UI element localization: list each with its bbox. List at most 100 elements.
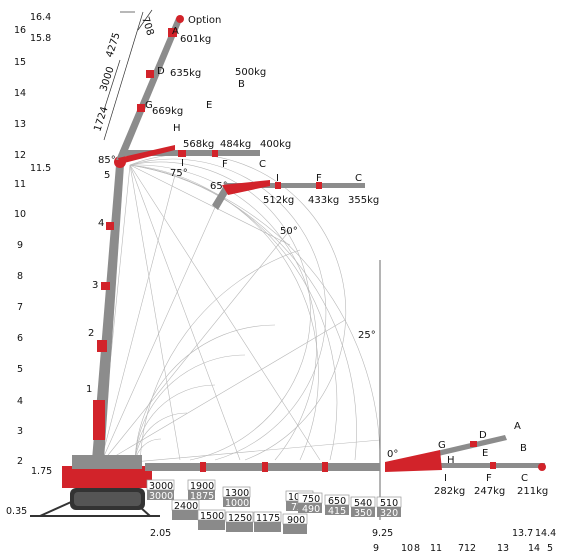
y-label: 10 — [14, 209, 26, 220]
x-label: 9.25 — [372, 528, 393, 539]
y-label: 11 — [14, 179, 26, 190]
point-label: A — [514, 421, 521, 432]
y-label: 8 — [17, 271, 23, 282]
angle-label: 75° — [170, 168, 188, 179]
option-label: Option — [188, 15, 221, 26]
x-label: 5 — [547, 543, 553, 553]
point-label: G — [145, 100, 153, 111]
point-label: G — [438, 440, 446, 451]
point-label: D — [157, 66, 165, 77]
segment-label: 4 — [98, 218, 104, 229]
load-label: 355kg — [348, 195, 379, 206]
mid-jib-labels: I F C 512kg 433kg 355kg — [263, 173, 379, 206]
x-label: 9 — [373, 543, 379, 553]
load-label: 669kg — [152, 106, 183, 117]
y-label: 16 — [14, 25, 26, 36]
point-label: C — [355, 173, 362, 184]
capacity-boxes-bottom: 2400 1500 1250 1175 900 — [171, 499, 308, 534]
capacity-value: 1250 — [228, 513, 252, 524]
load-label: 500kg — [235, 67, 266, 78]
y-axis-labels: 16.4 16 15.8 15 14 13 12 11.5 11 10 9 8 … — [6, 12, 52, 517]
y-label: 14 — [14, 88, 26, 99]
load-label: 400kg — [260, 139, 291, 150]
capacity-upper: 1900 — [190, 481, 214, 492]
y-label: 3 — [17, 426, 23, 437]
segment-label: 5 — [104, 170, 110, 181]
capacity-upper: 750 — [302, 494, 320, 505]
capacity-lower: 1000 — [225, 498, 249, 509]
capacity-upper: 1300 — [225, 488, 249, 499]
y-label: 1.75 — [31, 466, 52, 477]
point-label: B — [520, 443, 527, 454]
capacity-value: 1175 — [256, 513, 280, 524]
capacity-lower: 415 — [328, 506, 346, 517]
dimension-label: 4275 — [104, 31, 122, 59]
x-label: 13.7 — [512, 528, 533, 539]
capacity-value: 900 — [287, 515, 305, 526]
capacity-lower: 1875 — [190, 491, 214, 502]
y-label: 2 — [17, 456, 23, 467]
point-label: I — [444, 473, 447, 484]
point-label: H — [447, 455, 455, 466]
point-label: C — [521, 473, 528, 484]
main-boom — [92, 156, 126, 460]
load-label: 282kg — [434, 486, 465, 497]
point-label: H — [173, 123, 181, 134]
x-label: 14.4 — [535, 528, 556, 539]
crane-base — [30, 455, 380, 517]
point-label: E — [206, 100, 212, 111]
y-label: 5 — [17, 364, 23, 375]
capacity-lower: 350 — [354, 508, 372, 519]
mid-jib — [212, 180, 365, 210]
y-label: 13 — [14, 119, 26, 130]
point-label: F — [222, 159, 228, 170]
x-axis-labels: 2.05 9.25 9 10 8 11 7 12 1 3 13.7 14.4 1… — [150, 528, 556, 553]
point-label: D — [479, 430, 487, 441]
angle-label: 65° — [210, 181, 228, 192]
capacity-value: 1500 — [200, 511, 224, 522]
angle-labels: 85° 75° 65° 50° 25° 0° — [98, 155, 398, 460]
x-label: 10 — [401, 543, 413, 553]
y-label: 7 — [17, 302, 23, 313]
x-label: 8 — [414, 543, 420, 553]
point-label: I — [181, 158, 184, 169]
point-label: F — [316, 173, 322, 184]
point-label: B — [238, 79, 245, 90]
point-label: I — [276, 173, 279, 184]
dimension-label: 708 — [139, 16, 155, 38]
y-label: 4 — [17, 396, 23, 407]
angle-label: 50° — [280, 226, 298, 237]
angle-label: 0° — [387, 449, 398, 460]
x-label: 14 — [528, 543, 540, 553]
capacity-upper: 3000 — [149, 481, 173, 492]
load-label: 568kg — [183, 139, 214, 150]
load-label: 601kg — [180, 34, 211, 45]
x-label: 11 — [430, 543, 442, 553]
load-label: 211kg — [517, 486, 548, 497]
capacity-lower: 490 — [302, 504, 320, 515]
jib-dimension-lines — [103, 9, 153, 141]
point-label: A — [172, 26, 179, 37]
load-label: 247kg — [474, 486, 505, 497]
load-label: 635kg — [170, 68, 201, 79]
angle-label: 85° — [98, 155, 116, 166]
point-label: F — [486, 473, 492, 484]
load-label: 512kg — [263, 195, 294, 206]
boom-segment-labels: 1 2 3 4 5 — [86, 170, 110, 395]
y-label: 16.4 — [30, 12, 51, 23]
capacity-lower: 3000 — [149, 491, 173, 502]
capacity-lower: 320 — [380, 508, 398, 519]
upper-jib-labels: Option A 601kg D 635kg 500kg B G 669kg E… — [145, 15, 291, 170]
y-label: 9 — [17, 240, 23, 251]
capacity-upper: 510 — [380, 498, 398, 509]
y-label: 6 — [17, 333, 23, 344]
y-label: 0.35 — [6, 506, 27, 517]
segment-label: 1 — [86, 384, 92, 395]
y-label: 12 — [14, 150, 26, 161]
point-label: E — [482, 448, 488, 459]
load-label: 484kg — [220, 139, 251, 150]
capacity-upper: 650 — [328, 496, 346, 507]
load-label: 433kg — [308, 195, 339, 206]
segment-label: 3 — [92, 280, 98, 291]
